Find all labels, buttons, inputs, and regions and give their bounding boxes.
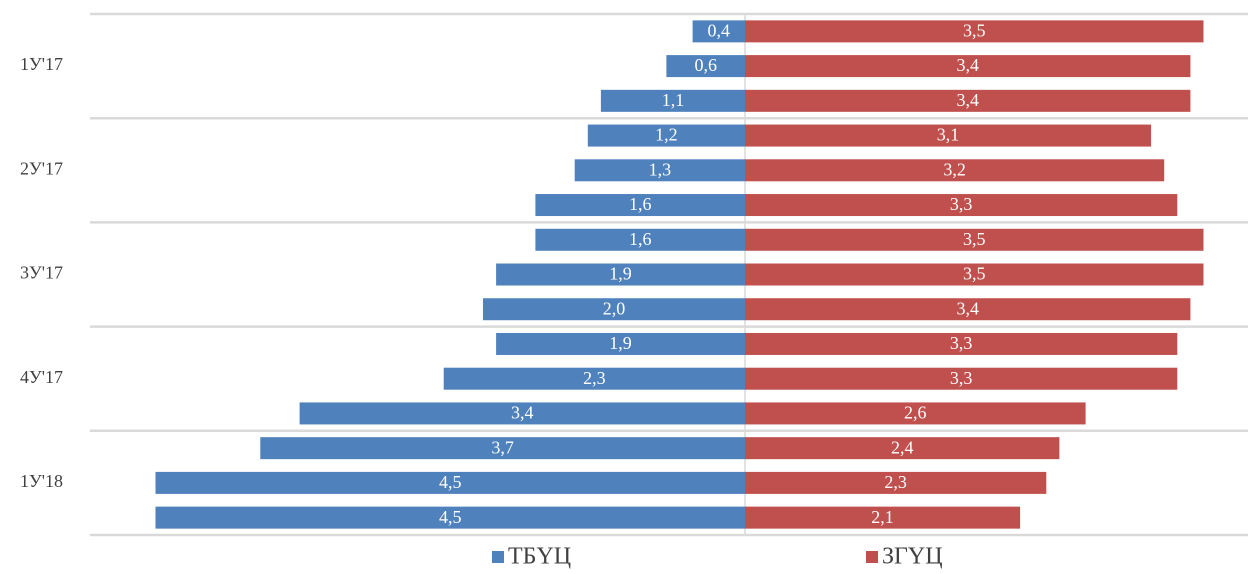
data-label: 0,6 [694,55,717,75]
bar [587,124,745,147]
bar [155,506,745,529]
bar [535,228,745,251]
bar [745,194,1178,217]
bar [745,332,1178,355]
data-label: 0,4 [708,20,731,40]
data-label: 1,6 [629,229,652,249]
data-label: 1,2 [655,125,678,145]
bar [692,20,745,43]
data-label: 2,1 [871,507,894,527]
bar [745,228,1204,251]
data-label: 4,5 [439,507,462,527]
data-label: 3,4 [956,298,979,318]
bar [745,20,1204,43]
bar [496,332,745,355]
bar [745,124,1152,147]
bar [745,471,1047,494]
bar [745,89,1191,112]
legend-label: ТБҮЦ [508,544,571,570]
category-label: 1У'18 [20,471,63,491]
data-label: 3,2 [943,159,966,179]
data-label: 3,4 [956,55,979,75]
data-label: 3,4 [956,90,979,110]
data-label: 3,3 [950,368,973,388]
data-label: 2,4 [891,437,914,457]
bar [155,471,745,494]
data-label: 1,9 [609,264,632,284]
bar [443,367,745,390]
bar [745,506,1021,529]
data-label: 3,5 [963,229,986,249]
bar [745,263,1204,286]
bar [745,55,1191,78]
data-label: 3,7 [491,437,514,457]
data-label: 3,3 [950,333,973,353]
bar [745,367,1178,390]
legend-label: ЗГҮЦ [882,544,943,570]
bar [666,55,745,78]
legend-swatch [492,551,504,563]
category-label: 2У'17 [20,158,63,178]
data-label: 2,0 [603,298,626,318]
bar [483,298,745,321]
category-label: 4У'17 [20,367,63,387]
data-label: 1,9 [609,333,632,353]
bar [745,159,1165,182]
data-label: 1,1 [662,90,685,110]
bar [745,402,1086,425]
data-label: 2,3 [884,472,907,492]
bar [745,437,1060,460]
data-label: 3,5 [963,264,986,284]
data-label: 1,3 [649,159,672,179]
data-label: 3,1 [937,125,960,145]
legend-swatch [866,551,878,563]
bar [535,194,745,217]
bar [260,437,745,460]
data-label: 1,6 [629,194,652,214]
data-label: 4,5 [439,472,462,492]
bar [745,298,1191,321]
bar [600,89,745,112]
category-label: 1У'17 [20,54,63,74]
data-label: 2,6 [904,403,927,423]
bar [496,263,745,286]
category-label: 3У'17 [20,263,63,283]
data-label: 3,5 [963,20,986,40]
data-label: 3,4 [511,403,534,423]
data-label: 2,3 [583,368,606,388]
bar [574,159,745,182]
bar [299,402,745,425]
data-label: 3,3 [950,194,973,214]
